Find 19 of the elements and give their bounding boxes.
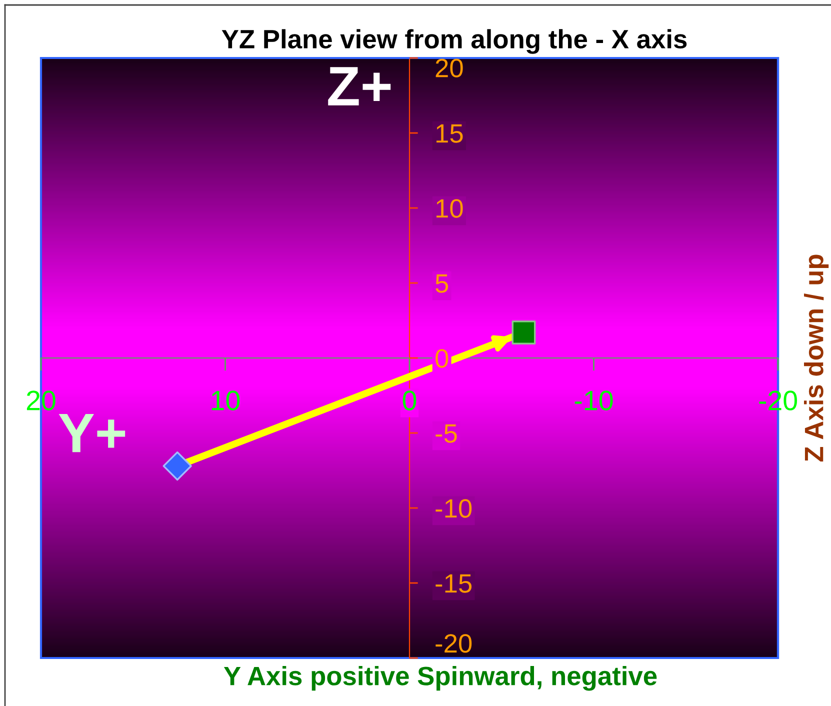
y-tick-label: -15 bbox=[436, 574, 472, 593]
x-tick-label: -10 bbox=[574, 390, 613, 410]
y-tick-label: 20 bbox=[436, 58, 463, 78]
annotation: Y+ bbox=[58, 414, 126, 452]
y-axis-title: Z Axis down / up bbox=[804, 254, 829, 462]
x-tick-label: -20 bbox=[759, 390, 797, 410]
x-tick-label: 0 bbox=[402, 390, 416, 410]
annotation: Z+ bbox=[328, 67, 391, 106]
x-axis-title: Y Axis positive Spinward, negative bbox=[224, 666, 657, 691]
x-tick-label: 20 bbox=[26, 390, 56, 410]
chart-title: YZ Plane view from along the - X axis bbox=[222, 29, 687, 54]
y-tick-label: 10 bbox=[436, 199, 463, 218]
y-tick-label: -5 bbox=[436, 424, 457, 443]
y-tick-label: -20 bbox=[436, 634, 472, 653]
y-tick-label: 5 bbox=[436, 274, 448, 293]
y-tick-label: 0 bbox=[436, 349, 448, 368]
y-tick-label: -10 bbox=[436, 499, 472, 518]
y-tick-label: 15 bbox=[436, 124, 463, 143]
x-tick-label: 10 bbox=[212, 390, 240, 410]
